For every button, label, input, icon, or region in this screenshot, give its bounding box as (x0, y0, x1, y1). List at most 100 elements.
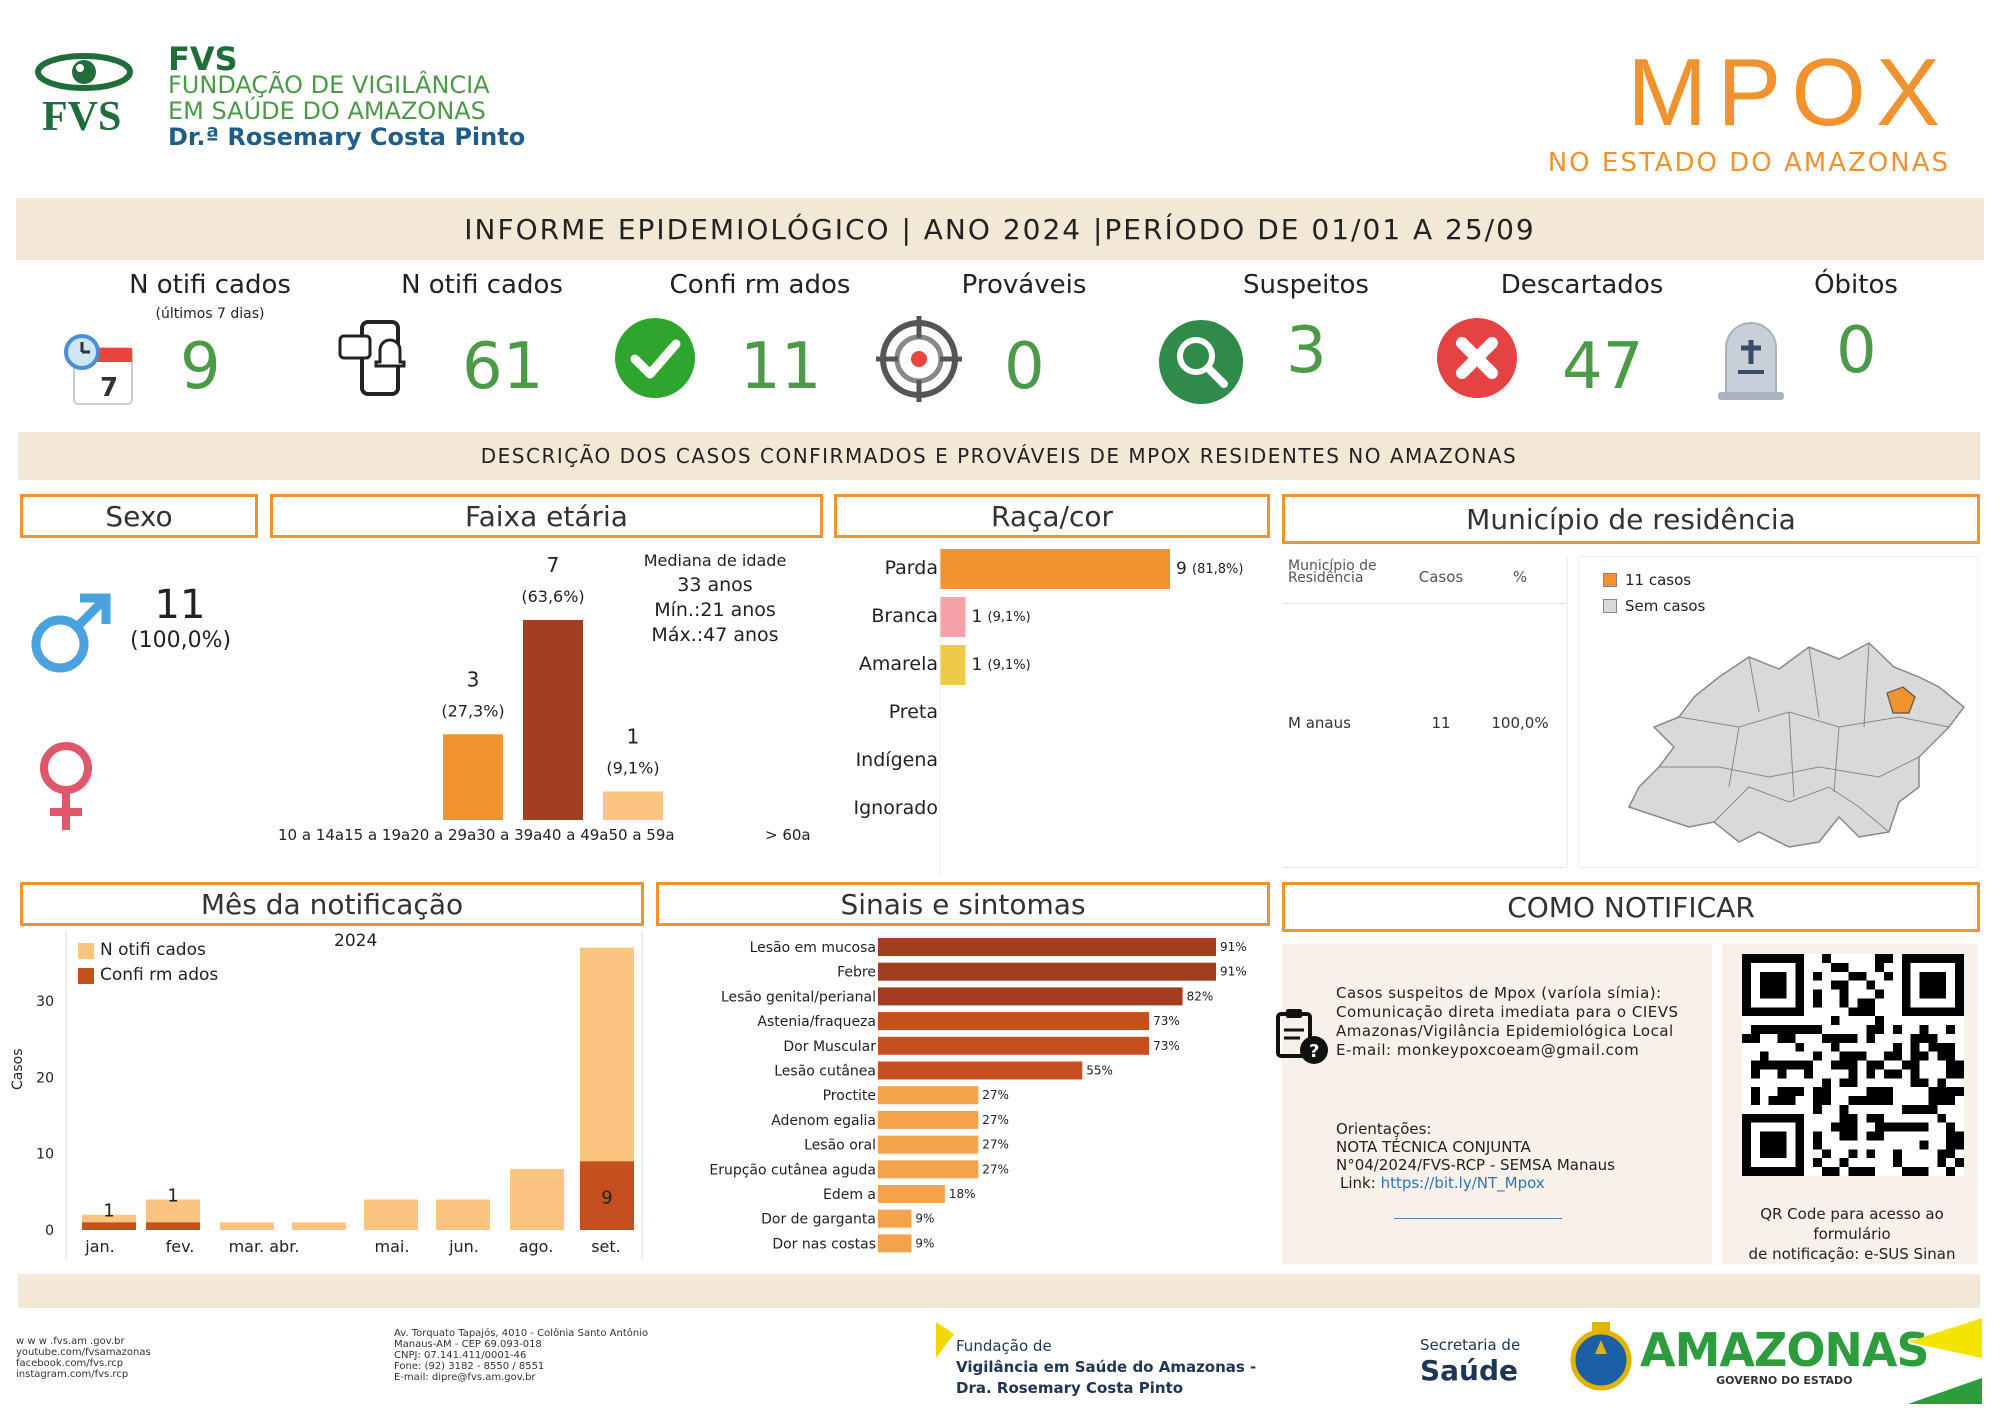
sinais-bar (878, 1086, 979, 1105)
sinais-bar (878, 1185, 945, 1203)
mes-xtick: set. (591, 1237, 621, 1256)
age-max: Máx.:47 anos (651, 624, 779, 646)
sinais-value: 27% (982, 1162, 1009, 1176)
sinais-category: Lesão genital/perianal (721, 989, 876, 1005)
sinais-value: 27% (982, 1113, 1009, 1127)
faixa-bar (523, 620, 583, 820)
notificar-line2: Comunicação direta imediata para o CIEVS (1336, 1003, 1679, 1021)
footer-web-line[interactable]: facebook.com/fvs.rcp (16, 1358, 124, 1369)
qr-code[interactable] (1742, 954, 1964, 1176)
mes-xtick: fev. (166, 1237, 195, 1256)
legend-none: Sem casos (1625, 597, 1706, 615)
fvs-footer-line2: Vigilância em Saúde do Amazonas - (956, 1358, 1257, 1376)
sinais-value: 27% (982, 1138, 1009, 1152)
legend-notified-swatch (78, 942, 94, 959)
mes-bar-notified (292, 1222, 346, 1230)
stat-sublabel: (últimos 7 dias) (155, 306, 265, 322)
municipio-table: Município de Residência Casos % M anaus … (1284, 556, 1568, 868)
sinais-value: 9% (915, 1236, 934, 1250)
stat-label: Prováveis (961, 270, 1087, 300)
mes-confirmed-label: 9 (601, 1188, 612, 1209)
amazonas-coat-of-arms-icon (1568, 1320, 1634, 1400)
legend-confirmed-swatch (78, 967, 94, 984)
mes-xtick: ago. (519, 1237, 554, 1256)
raca-bar (940, 597, 966, 637)
faixa-bar (603, 791, 663, 820)
footer-web-line[interactable]: youtube.com/fvsamazonas (16, 1347, 151, 1358)
raca-value: 1 (972, 607, 983, 627)
faixa-title-box: Faixa etária (270, 494, 823, 538)
sinais-value: 73% (1153, 1014, 1180, 1028)
sexo-title-box: Sexo (20, 494, 258, 538)
mes-bar-notified (220, 1222, 274, 1230)
median-value: 33 anos (677, 574, 753, 596)
raca-category: Ignorado (854, 797, 938, 819)
sinais-value: 9% (915, 1212, 934, 1226)
sinais-value: 91% (1220, 965, 1247, 979)
mes-xtick: mai. (375, 1237, 410, 1256)
page-subtitle: NO ESTADO DO AMAZONAS (1547, 148, 1950, 178)
mes-bar-notified (364, 1199, 418, 1230)
sinais-bar (878, 1160, 979, 1179)
description-band: DESCRIÇÃO DOS CASOS CONFIRMADOS E PROVÁV… (18, 432, 1980, 480)
footer-address-line: Manaus-AM - CEP 69.093-018 (394, 1339, 542, 1350)
org-abbr: FVS (168, 40, 238, 78)
report-band-text: INFORME EPIDEMIOLÓGICO | ANO 2024 |PERÍO… (464, 212, 1536, 246)
divider (1394, 1218, 1562, 1219)
corner-shapes-icon (1908, 1318, 1982, 1408)
mes-ylabel: Casos (10, 1048, 26, 1090)
stat-label: N otifi cados (129, 270, 291, 300)
stat-value: 61 (462, 330, 544, 404)
sinais-category: Lesão em mucosa (750, 940, 876, 956)
col-pct: % (1512, 568, 1528, 586)
x-icon (1437, 318, 1517, 398)
sinais-category: Dor Muscular (783, 1039, 876, 1055)
raca-value: 9 (1176, 559, 1187, 579)
sinais-category: Dor nas costas (772, 1236, 876, 1252)
raca-bar (940, 645, 966, 685)
nota-tecnica-link[interactable]: https://bit.ly/NT_Mpox (1380, 1174, 1545, 1192)
stat-label: Confi rm ados (669, 270, 851, 300)
sinais-category: Edem a (823, 1187, 876, 1203)
qr-caption-2: de notificação: e-SUS Sinan (1748, 1245, 1956, 1263)
mes-ytick: 0 (45, 1223, 54, 1239)
stat-label: N otifi cados (401, 270, 563, 300)
sinais-chart: Lesão em mucosa 91% Febre 91% Lesão genital/… (709, 938, 1247, 1253)
stat-value: 3 (1286, 314, 1327, 388)
stat-label: Suspeitos (1243, 270, 1369, 300)
sinais-value: 73% (1153, 1039, 1180, 1053)
svg-text:?: ? (1309, 1041, 1319, 1062)
sinais-category: Dor de garganta (761, 1212, 876, 1228)
target-icon (876, 316, 962, 402)
mes-ytick: 10 (36, 1147, 54, 1163)
gov-name: AMAZONAS (1640, 1323, 1930, 1377)
raca-pct: (81,8%) (1192, 562, 1243, 577)
org-name-line1: FUNDAÇÃO DE VIGILÂNCIA (168, 71, 490, 99)
clipboard-question-icon: ? (1274, 1006, 1330, 1070)
sinais-category: Lesão oral (804, 1138, 876, 1154)
table-row: M anaus 11 100,0% (1284, 714, 1567, 732)
sinais-bar (878, 1135, 979, 1154)
link-label: Link: (1340, 1174, 1376, 1192)
mes-bar-confirmed (82, 1222, 136, 1230)
svg-text:7: 7 (100, 373, 118, 403)
footer-web-line[interactable]: w w w .fvs.am .gov.br (16, 1336, 125, 1347)
sinais-title-box: Sinais e sintomas (656, 882, 1270, 926)
faixa-value: 1 (627, 724, 640, 748)
footer-web-line[interactable]: instagram.com/fvs.rcp (16, 1369, 129, 1380)
mes-ytick: 30 (36, 994, 54, 1010)
notificar-line4: E-mail: monkeypoxcoeam@gmail.com (1336, 1041, 1640, 1059)
age-min: Mín.:21 anos (654, 599, 776, 621)
raca-chart: Parda 9 (81,8%) Branca 1 (9,1%) Amarela 1 (9,1%)… (854, 545, 1243, 875)
legend-cases: 11 casos (1625, 571, 1692, 589)
fvs-logo: FVS (24, 50, 154, 140)
sinais-category: Febre (837, 965, 876, 981)
legend-cases-swatch (1603, 573, 1617, 587)
raca-category: Preta (889, 701, 938, 723)
footer-address-line: Fone: (92) 3182 - 8550 / 8551 (394, 1361, 545, 1372)
mes-title: Mês da notificação (200, 887, 464, 921)
mes-xtick: jan. (84, 1237, 114, 1256)
footer-address: Av. Torquato Tapajós, 4010 - Colônia San… (394, 1328, 648, 1383)
mes-bar-notified (436, 1199, 490, 1230)
raca-category: Parda (885, 557, 938, 579)
